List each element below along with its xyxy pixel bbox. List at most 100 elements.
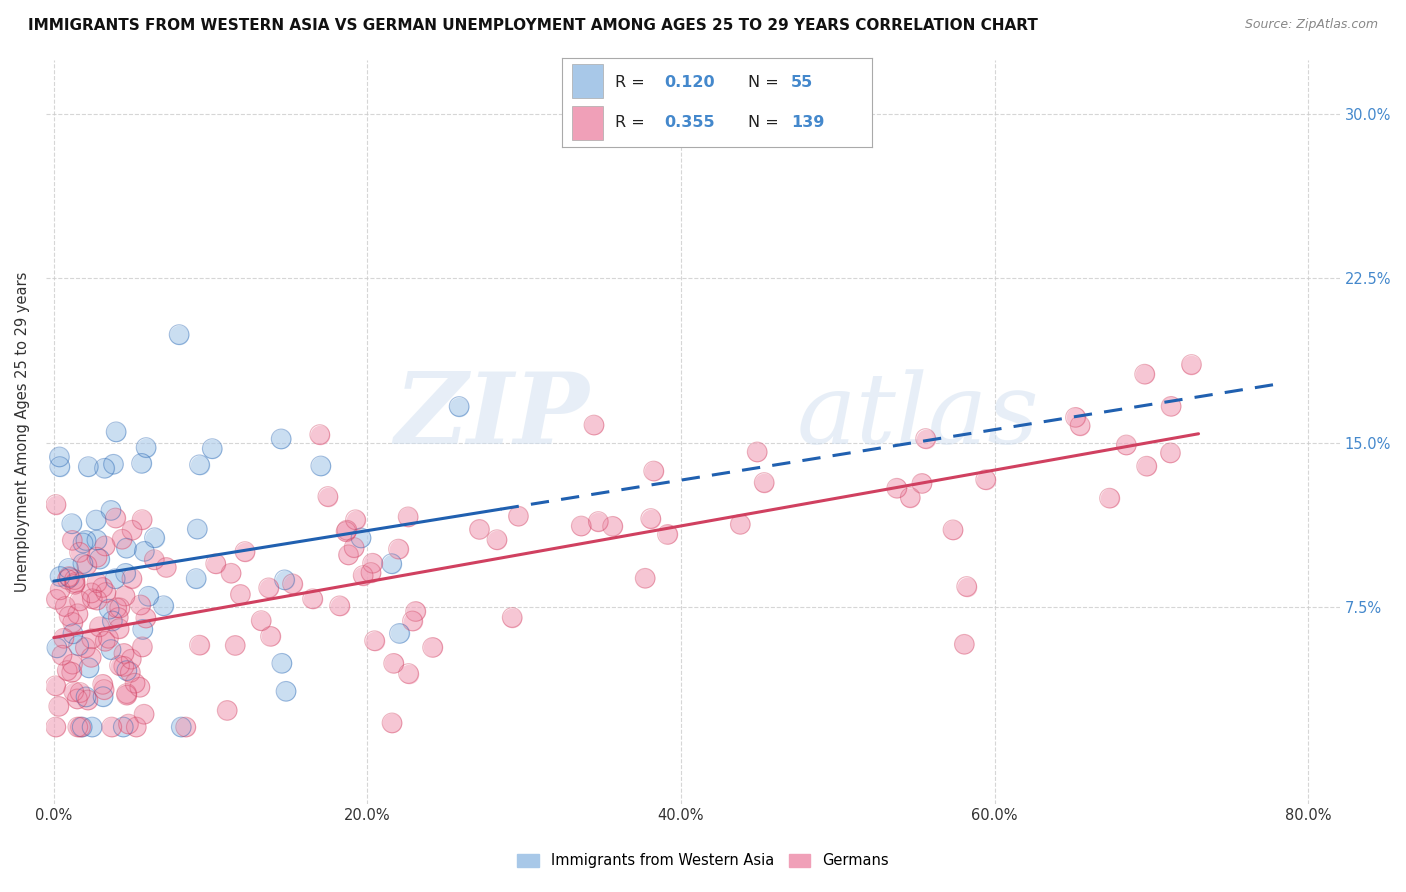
Point bbox=[80, 632, 103, 646]
Point bbox=[105, 600, 128, 615]
Point bbox=[381, 557, 404, 571]
Point bbox=[80, 586, 103, 600]
Point bbox=[60, 665, 83, 680]
Point bbox=[86, 593, 108, 607]
Point bbox=[143, 531, 166, 545]
Point bbox=[62, 684, 84, 698]
Point bbox=[886, 481, 908, 495]
Point bbox=[120, 652, 142, 666]
Point bbox=[60, 533, 83, 548]
Point bbox=[114, 566, 136, 581]
Point bbox=[82, 591, 104, 606]
Point bbox=[350, 531, 373, 545]
Point bbox=[186, 572, 208, 586]
Point bbox=[93, 461, 115, 475]
Point bbox=[422, 640, 444, 655]
Text: 0.120: 0.120 bbox=[665, 75, 716, 89]
Point bbox=[91, 690, 114, 704]
Point bbox=[953, 637, 976, 651]
Point bbox=[188, 458, 211, 472]
Point bbox=[112, 659, 135, 673]
Point bbox=[94, 634, 117, 648]
Point bbox=[350, 531, 373, 545]
Point bbox=[51, 648, 73, 663]
Point bbox=[62, 615, 84, 630]
Point bbox=[75, 640, 97, 655]
Point bbox=[229, 587, 252, 601]
Point bbox=[143, 531, 166, 545]
Point bbox=[754, 475, 776, 490]
Point bbox=[634, 571, 657, 585]
Point bbox=[76, 693, 98, 707]
Point bbox=[588, 515, 610, 529]
Point bbox=[582, 417, 605, 432]
Point bbox=[115, 664, 138, 678]
Point bbox=[49, 459, 72, 474]
Point bbox=[56, 664, 79, 678]
Point bbox=[316, 490, 339, 504]
Point bbox=[89, 620, 111, 634]
Point bbox=[67, 639, 90, 653]
Point bbox=[45, 592, 67, 607]
Point bbox=[124, 676, 146, 690]
Point bbox=[80, 586, 103, 600]
Point bbox=[360, 566, 382, 580]
Point bbox=[93, 461, 115, 475]
Point bbox=[58, 570, 80, 584]
Point bbox=[94, 634, 117, 648]
Point bbox=[94, 585, 117, 599]
Point bbox=[77, 661, 100, 675]
Point bbox=[942, 523, 965, 537]
Point bbox=[86, 575, 108, 590]
Point bbox=[107, 610, 129, 624]
Point bbox=[117, 717, 139, 731]
Point bbox=[219, 566, 242, 581]
Point bbox=[501, 610, 523, 624]
Point bbox=[167, 327, 190, 342]
Point bbox=[49, 459, 72, 474]
Point bbox=[77, 459, 100, 474]
Point bbox=[45, 640, 67, 655]
Point bbox=[170, 720, 193, 734]
Point bbox=[70, 720, 93, 734]
Point bbox=[131, 513, 153, 527]
Point bbox=[274, 684, 297, 698]
Point bbox=[174, 720, 197, 734]
Point bbox=[121, 523, 143, 537]
Point bbox=[250, 614, 273, 628]
Point bbox=[301, 591, 323, 606]
Point bbox=[114, 589, 136, 603]
Point bbox=[259, 629, 281, 643]
Point bbox=[387, 542, 409, 557]
Point bbox=[898, 491, 921, 505]
Point bbox=[108, 622, 131, 636]
Point bbox=[125, 720, 148, 734]
Point bbox=[1160, 400, 1182, 414]
Point bbox=[1180, 358, 1202, 372]
Point bbox=[388, 626, 411, 640]
Point bbox=[131, 456, 153, 470]
Point bbox=[63, 577, 86, 591]
Point bbox=[60, 533, 83, 548]
Point bbox=[747, 445, 769, 459]
Point bbox=[188, 638, 211, 652]
Point bbox=[45, 640, 67, 655]
Point bbox=[105, 425, 128, 439]
Point bbox=[111, 532, 134, 546]
Point bbox=[387, 542, 409, 557]
Point bbox=[974, 473, 997, 487]
Point bbox=[48, 699, 70, 714]
Point bbox=[58, 561, 80, 575]
Point bbox=[80, 650, 103, 665]
Point bbox=[117, 717, 139, 731]
Point bbox=[233, 544, 256, 558]
Point bbox=[257, 581, 280, 595]
Point bbox=[229, 587, 252, 601]
Text: N =: N = bbox=[748, 75, 785, 89]
Point bbox=[66, 720, 89, 734]
Point bbox=[1180, 358, 1202, 372]
Point bbox=[72, 557, 94, 571]
Point bbox=[508, 509, 530, 524]
Point bbox=[69, 545, 91, 559]
Point bbox=[69, 720, 91, 734]
